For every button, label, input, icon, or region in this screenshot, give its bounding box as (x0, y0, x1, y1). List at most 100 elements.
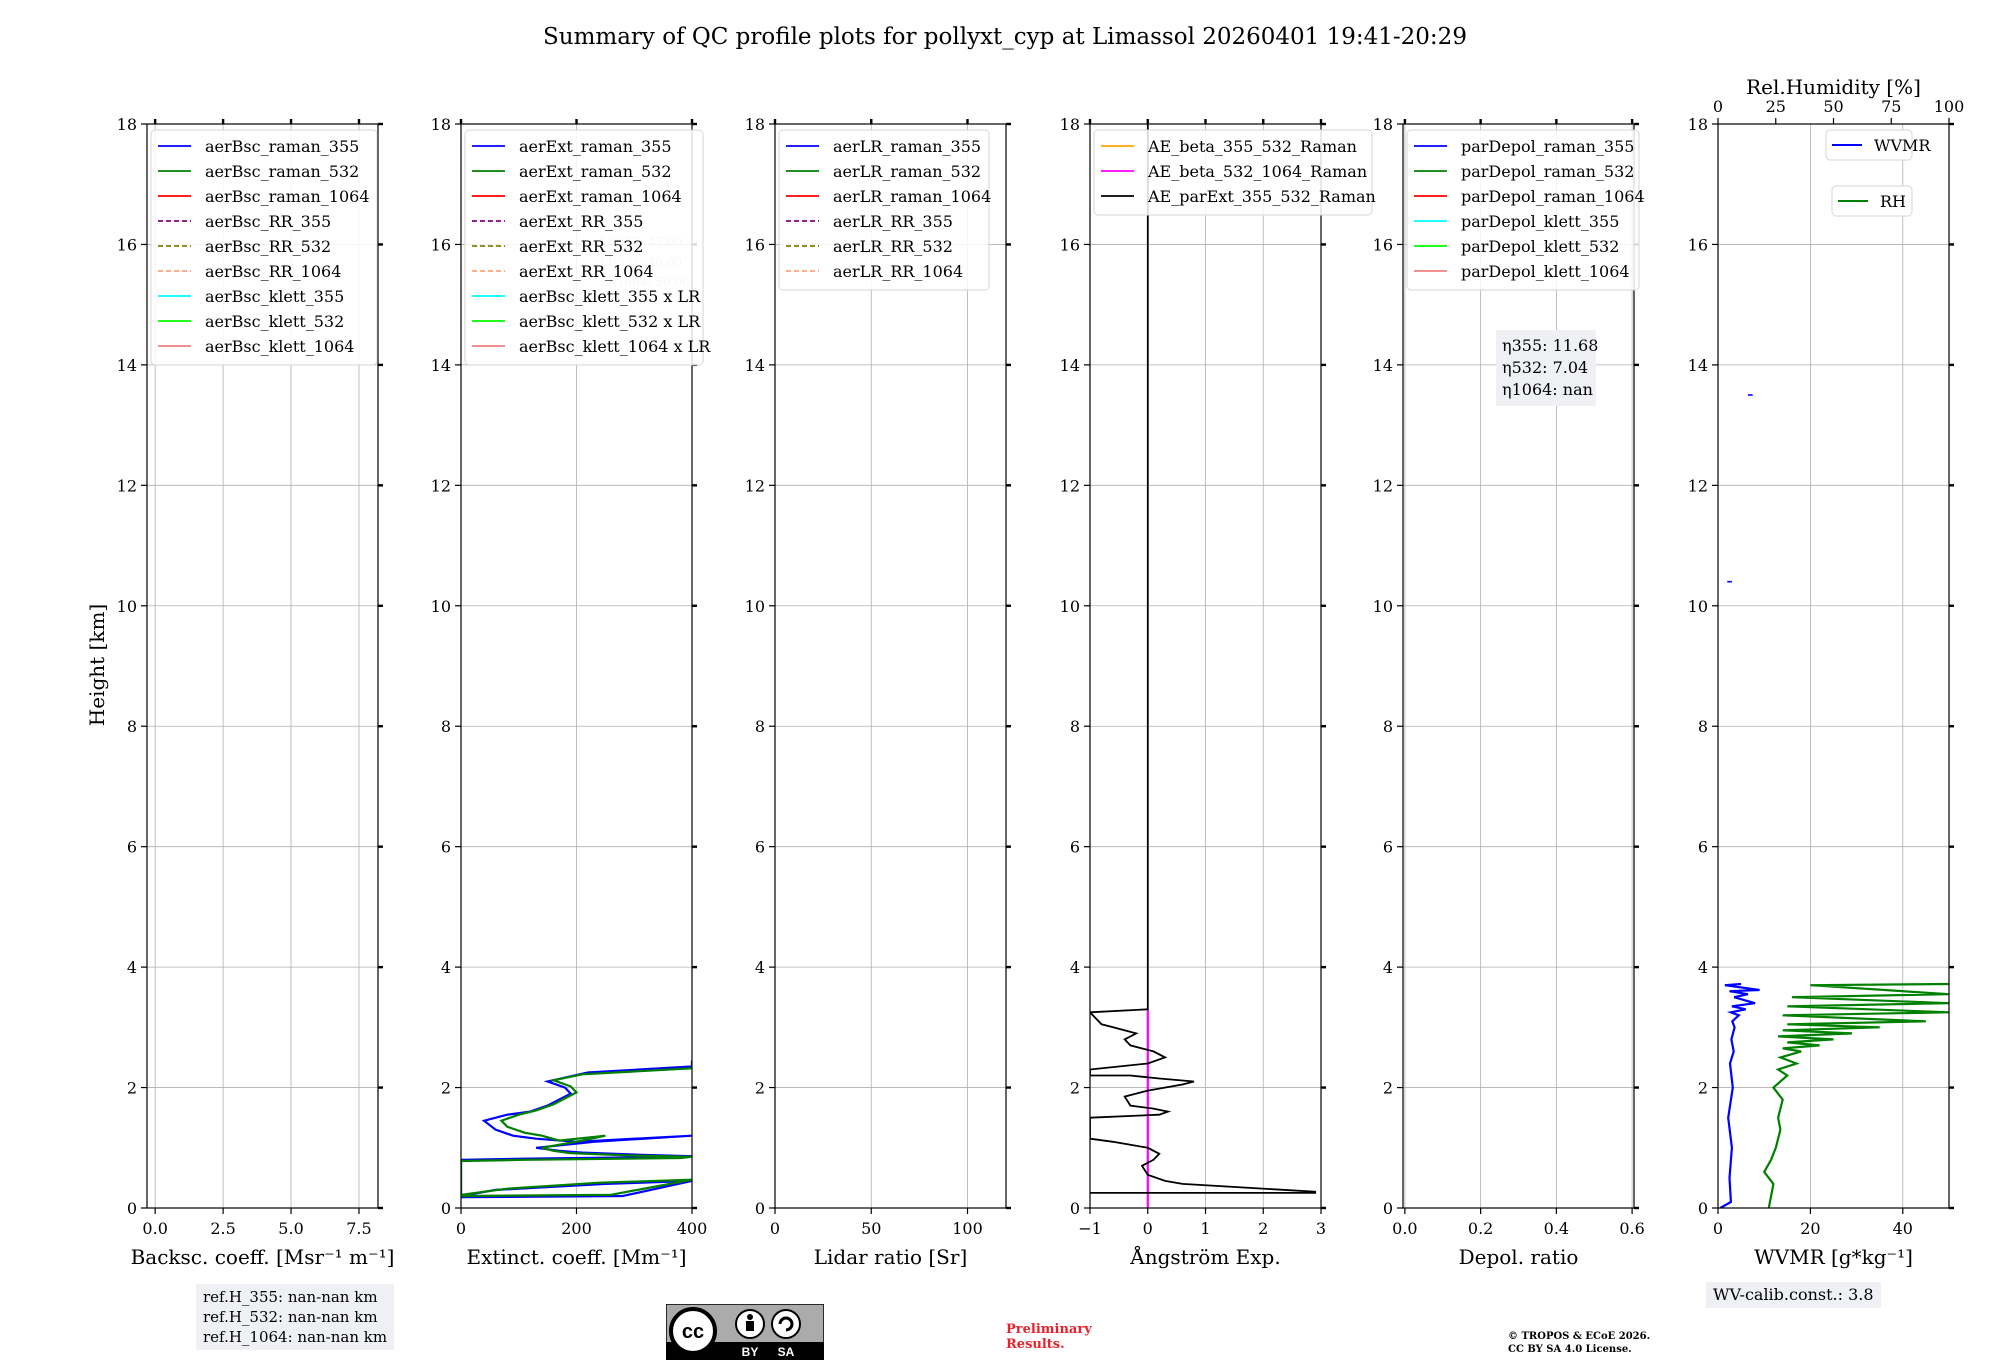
ytick-label-depol-8: 16 (1373, 235, 1393, 254)
cc-license-logo: cc BY SA (665, 1303, 825, 1361)
xtick-label-wv-0: 0 (1713, 1219, 1723, 1238)
ytick-label-ext-9: 18 (431, 115, 451, 134)
axes-frame-lr (774, 123, 1007, 1209)
xtick-label-ae-3: 2 (1258, 1219, 1268, 1238)
ytick-label-bsc-5: 10 (117, 597, 137, 616)
legend-box-ext (464, 129, 704, 366)
ytick-label-depol-7: 14 (1373, 356, 1393, 375)
axes-frame-depol (1402, 123, 1635, 1209)
legend-label-ae-1: AE_beta_532_1064_Raman (1147, 162, 1367, 181)
legend-lr: aerLR_raman_355 aerLR_raman_532 aerLR_rama… (778, 129, 991, 291)
ytick-label-ext-8: 16 (431, 235, 451, 254)
ytick-label-lr-7: 14 (745, 356, 765, 375)
ytick-label-wv-2: 4 (1698, 958, 1708, 977)
xtick-label-lr-2: 100 (952, 1219, 983, 1238)
axes-frame-bsc (146, 123, 379, 1209)
ytick-label-lr-0: 0 (755, 1199, 765, 1218)
eta-label-2: η1064: nan (1502, 380, 1593, 399)
eta-box-bg (1496, 330, 1596, 406)
ytick-label-ext-3: 6 (441, 838, 451, 857)
ytick-label-ext-0: 0 (441, 1199, 451, 1218)
series-line-ext-aerExt_raman_532 (461, 1062, 692, 1198)
ytick-label-lr-1: 2 (755, 1079, 765, 1098)
ytick-label-ae-3: 6 (1070, 838, 1080, 857)
legend-label-ext-3: aerExt_RR_355 (519, 212, 643, 231)
eta-label-1: η532: 7.04 (1502, 358, 1588, 377)
ytick-label-wv-0: 0 (1698, 1199, 1708, 1218)
ytick-label-lr-5: 10 (745, 597, 765, 616)
xlabel-bsc: Backsc. coeff. [Msr⁻¹ m⁻¹] (131, 1245, 395, 1269)
ytick-label-lr-9: 18 (745, 115, 765, 134)
reference-height-box: ref.H_355: nan-nan km ref.H_532: nan-nan… (196, 1284, 395, 1350)
ytick-label-depol-2: 4 (1383, 958, 1393, 977)
legend-box-lr (778, 129, 990, 291)
ytick-label-bsc-7: 14 (117, 356, 137, 375)
legend-label-ext-0: aerExt_raman_355 (519, 137, 672, 156)
ytick-label-bsc-1: 2 (127, 1079, 137, 1098)
legend-label-wv-0: WVMR (1874, 136, 1931, 155)
ytick-label-depol-6: 12 (1373, 476, 1393, 495)
legend-label-lr-5: aerLR_RR_1064 (833, 262, 963, 281)
legend-box-depol (1406, 129, 1640, 291)
panel-lr: 0 2 4 6 8 10 12 14 16 18 0 50 100 Lidar ratio [Sr] aer… (745, 115, 1011, 1269)
ytick-label-wv-6: 12 (1688, 476, 1708, 495)
ytick-label-ext-1: 2 (441, 1079, 451, 1098)
xtick-label-depol-1: 0.2 (1468, 1219, 1493, 1238)
legend-label-bsc-3: aerBsc_RR_355 (205, 212, 331, 231)
ytick-label-bsc-3: 6 (127, 838, 137, 857)
panel-wv: 0 2 4 6 8 10 12 14 16 18 0 20 40 WVMR [g*kg⁻¹] 0 25 50 75… (1688, 75, 1965, 1269)
xtick-label-depol-3: 0.6 (1619, 1219, 1644, 1238)
copyright-text: © TROPOS & ECoE 2026. CC BY SA 4.0 Licen… (1508, 1331, 1651, 1355)
ytick-label-bsc-2: 4 (127, 958, 137, 977)
ytick-label-bsc-4: 8 (127, 717, 137, 736)
ytick-label-wv-1: 2 (1698, 1079, 1708, 1098)
cc-logo-by: BY (742, 1345, 759, 1359)
ytick-label-lr-3: 6 (755, 838, 765, 857)
xlabel-wv: WVMR [g*kg⁻¹] (1754, 1245, 1913, 1269)
ytick-label-depol-4: 8 (1383, 717, 1393, 736)
ytick-label-ae-0: 0 (1070, 1199, 1080, 1218)
xlabel-ext: Extinct. coeff. [Mm⁻¹] (466, 1245, 686, 1269)
top-axis-label-wv: Rel.Humidity [%] (1746, 75, 1921, 99)
series-line-wv-WVMR (1719, 982, 1760, 1208)
ytick-label-depol-0: 0 (1383, 1199, 1393, 1218)
xlabel-ae: Ångström Exp. (1129, 1244, 1280, 1269)
ytick-label-wv-8: 16 (1688, 235, 1708, 254)
legend-label-ae-2: AE_parExt_355_532_Raman (1147, 187, 1376, 206)
xtick-label-ext-2: 400 (677, 1219, 708, 1238)
xlabel-lr: Lidar ratio [Sr] (814, 1245, 968, 1269)
ytick-label-ext-7: 14 (431, 356, 451, 375)
legend-label-ext-6: aerBsc_klett_355 x LR (519, 287, 701, 306)
xtick-label-ae-1: 0 (1143, 1219, 1153, 1238)
legend-label-depol-0: parDepol_raman_355 (1461, 137, 1634, 156)
axes-frame-wv (1717, 123, 1950, 1209)
legend-label-depol-3: parDepol_klett_355 (1461, 212, 1619, 231)
ytick-label-ae-2: 4 (1070, 958, 1080, 977)
preliminary-results-text: Preliminary Results. (1006, 1322, 1092, 1352)
ytick-label-ext-6: 12 (431, 476, 451, 495)
legend-label-ext-5: aerExt_RR_1064 (519, 262, 654, 281)
ytick-label-wv-4: 8 (1698, 717, 1708, 736)
legend-label-depol-5: parDepol_klett_1064 (1461, 262, 1630, 281)
ytick-label-depol-5: 10 (1373, 597, 1393, 616)
xtick-label-depol-2: 0.4 (1544, 1219, 1569, 1238)
legend-box-ae (1093, 129, 1373, 216)
xtick-label-ae-0: −1 (1078, 1219, 1102, 1238)
xtick-label-ae-2: 1 (1200, 1219, 1210, 1238)
series-line-ext-aerExt_raman_355 (461, 1060, 692, 1199)
legend-label-ext-1: aerExt_raman_532 (519, 162, 672, 181)
legend-label-bsc-4: aerBsc_RR_532 (205, 237, 331, 256)
ref-height-532: ref.H_532: nan-nan km (203, 1308, 378, 1326)
eta-label-0: η355: 11.68 (1502, 336, 1598, 355)
legend-ext: aerExt_raman_355 aerExt_raman_532 aerExt_r… (464, 129, 711, 366)
figure-title: Summary of QC profile plots for pollyxt_… (543, 24, 1467, 50)
xtick-label-lr-0: 0 (770, 1219, 780, 1238)
eta-annotation-box: η355: 11.68 η532: 7.04 η1064: nan (1496, 330, 1598, 406)
legend-bsc: aerBsc_raman_355 aerBsc_raman_532 aerBsc_r… (150, 129, 378, 366)
ytick-label-ae-5: 10 (1060, 597, 1080, 616)
ref-height-1064: ref.H_1064: nan-nan km (203, 1328, 388, 1346)
ytick-label-depol-1: 2 (1383, 1079, 1393, 1098)
xtick-label-wv-1: 20 (1800, 1219, 1820, 1238)
